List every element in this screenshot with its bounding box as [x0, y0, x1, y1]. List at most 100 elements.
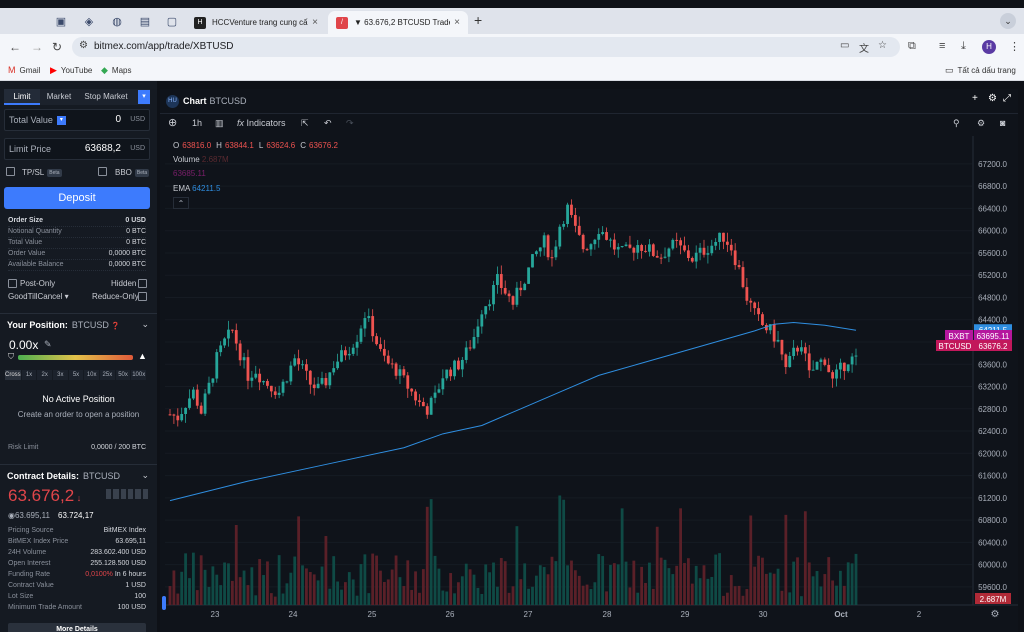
volume-bar: [671, 574, 675, 605]
interval-button[interactable]: 1h: [192, 118, 203, 128]
candle-body: [542, 235, 546, 248]
deposit-button[interactable]: Deposit: [4, 187, 150, 209]
total-value-field[interactable]: Total Value ▾ 0 USD: [4, 109, 150, 131]
profile-avatar[interactable]: H: [982, 40, 996, 54]
order-type-dropdown-icon[interactable]: ▾: [138, 90, 150, 104]
candle-body: [511, 296, 515, 305]
chevron-down-icon[interactable]: ⌄: [141, 470, 149, 480]
volume-bar: [698, 578, 702, 605]
candle-body: [819, 359, 823, 362]
leverage-25x-button[interactable]: 25x: [100, 370, 115, 380]
candle-body: [464, 347, 468, 360]
info-icon[interactable]: ❓: [111, 323, 121, 330]
leverage-50x-button[interactable]: 50x: [115, 370, 131, 380]
all-bookmarks[interactable]: ▭ Tất cả dấu trang: [945, 65, 1016, 76]
candle-type-icon[interactable]: ▥: [215, 118, 224, 128]
share-icon[interactable]: ⇱: [301, 118, 309, 128]
tab-bitmex[interactable]: / ▼ 63.676,2 BTCUSD Trade - ×: [328, 11, 468, 34]
volume-bar: [784, 514, 788, 605]
tab-close-icon[interactable]: ×: [312, 17, 318, 28]
menu-kebab-icon[interactable]: ⋮: [1009, 41, 1020, 53]
tpsl-checkbox[interactable]: [6, 167, 15, 176]
camera-icon[interactable]: ◙: [1000, 118, 1006, 128]
beta-badge: Beta: [134, 168, 150, 177]
tab-close-icon[interactable]: ×: [454, 17, 460, 28]
add-icon[interactable]: +: [972, 93, 978, 104]
pinned-tab-5[interactable]: ▢: [161, 12, 183, 30]
volume-bar: [745, 589, 749, 605]
chevron-down-icon[interactable]: ▾: [56, 116, 66, 126]
candle-body: [764, 324, 768, 331]
limit-price-input[interactable]: 63688,2: [84, 143, 121, 154]
chevron-down-icon[interactable]: ⌄: [141, 319, 149, 329]
volume-bar: [398, 577, 402, 605]
leverage-2x-button[interactable]: 2x: [37, 370, 53, 380]
expand-icon[interactable]: ⤢: [1003, 93, 1011, 104]
hidden-checkbox[interactable]: [138, 279, 147, 288]
undo-icon[interactable]: ↶: [324, 118, 332, 128]
bookmark-star-icon[interactable]: ☆: [878, 40, 887, 51]
tab-market[interactable]: Market: [46, 92, 72, 101]
volume-bar: [749, 515, 753, 605]
bookmark-gmail[interactable]: M Gmail: [8, 65, 40, 75]
settings-gear-icon[interactable]: ⚙: [988, 93, 997, 104]
tab-hccventure[interactable]: H HCCVenture trang cung cấp ×: [186, 11, 326, 34]
pinned-tab-4[interactable]: ▤: [134, 12, 156, 30]
address-bar[interactable]: ⚙ bitmex.com/app/trade/XBTUSD ▭ 文 ☆: [72, 37, 900, 57]
volume-bar: [710, 576, 714, 605]
forward-arrow-icon[interactable]: →: [31, 40, 43, 54]
total-value-input[interactable]: 0: [115, 114, 121, 125]
contract-value: 1 USD: [125, 582, 146, 589]
pinned-tab-1[interactable]: ▣: [50, 12, 72, 30]
leverage-cross-button[interactable]: Cross: [5, 370, 21, 380]
tab-search-chevron-icon[interactable]: ⌄: [1000, 13, 1016, 29]
bookmark-maps[interactable]: ◆ Maps: [101, 65, 131, 76]
bbo-checkbox[interactable]: [98, 167, 107, 176]
volume-bar: [632, 560, 636, 605]
leverage-1x-button[interactable]: 1x: [21, 370, 37, 380]
contract-header[interactable]: Contract Details: BTCUSD ⌄: [0, 464, 157, 486]
leverage-slider[interactable]: [18, 355, 133, 360]
leverage-5x-button[interactable]: 5x: [68, 370, 84, 380]
chart-panel: HU Chart BTCUSD + ⚙ ⤢ ⊕ 1h ▥ fx Indicators…: [160, 89, 1018, 632]
reduce-only-checkbox[interactable]: [138, 292, 147, 301]
limit-price-field[interactable]: Limit Price 63688,2 USD: [4, 138, 150, 160]
time-in-force-select[interactable]: GoodTillCancel ▾: [8, 292, 69, 301]
reload-icon[interactable]: ↻: [52, 40, 63, 54]
site-info-icon[interactable]: ⚙: [79, 40, 88, 51]
tab-limit[interactable]: Limit: [4, 89, 40, 105]
candle-body: [686, 250, 690, 258]
candle-body: [172, 414, 176, 416]
extensions-icon[interactable]: ⧉: [908, 40, 916, 52]
leverage-100x-button[interactable]: 100x: [131, 370, 147, 380]
collapse-legend-chevron-icon[interactable]: ⌃: [173, 197, 189, 209]
add-symbol-icon[interactable]: ⊕: [168, 117, 178, 129]
leverage-10x-button[interactable]: 10x: [84, 370, 100, 380]
chart-settings-icon[interactable]: ⚙: [977, 118, 986, 128]
leverage-3x-button[interactable]: 3x: [53, 370, 68, 380]
pinned-tab-3[interactable]: ◍: [106, 12, 128, 30]
download-icon[interactable]: ⤓: [961, 40, 966, 52]
tab-stop-market[interactable]: Stop Market: [84, 92, 128, 101]
position-header[interactable]: Your Position: BTCUSD ❓ ⌄: [0, 313, 157, 335]
zoom-icon[interactable]: ⚲: [953, 118, 960, 128]
install-app-icon[interactable]: ▭: [840, 40, 850, 51]
summary-label: Total Value: [8, 239, 43, 246]
new-tab-button[interactable]: +: [474, 12, 483, 28]
volume-bar: [347, 572, 351, 605]
post-only-checkbox[interactable]: [8, 279, 17, 288]
more-details-button[interactable]: More Details: [8, 623, 146, 632]
translate-icon[interactable]: 文: [859, 44, 869, 55]
candle-body: [386, 355, 390, 364]
bookmark-youtube[interactable]: ▶ YouTube: [50, 65, 92, 76]
candle-body: [601, 232, 605, 235]
edit-pencil-icon[interactable]: ✎: [44, 339, 52, 349]
contract-row: Pricing Source BitMEX Index: [8, 527, 146, 537]
redo-icon[interactable]: ↷: [346, 118, 354, 128]
indicators-button[interactable]: fx Indicators: [237, 118, 286, 128]
volume-bar: [570, 560, 573, 605]
back-arrow-icon[interactable]: ←: [9, 40, 21, 54]
pinned-tab-2[interactable]: ◈: [78, 12, 100, 30]
reading-list-icon[interactable]: ≡: [939, 40, 946, 52]
